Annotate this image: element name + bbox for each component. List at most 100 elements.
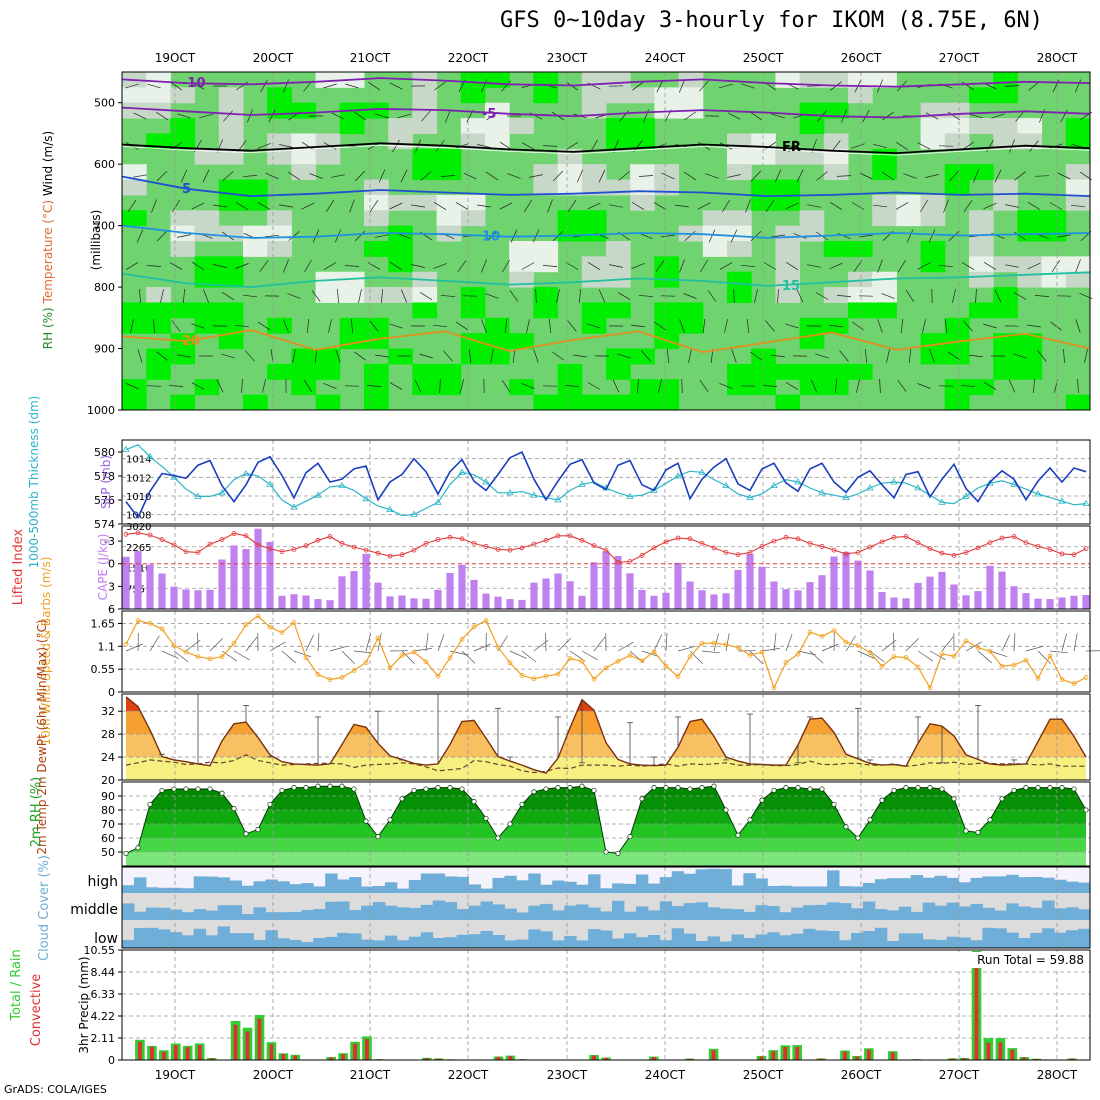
rh-cell <box>146 318 171 334</box>
cloud-bar <box>588 874 600 893</box>
cloud-bar <box>349 910 361 920</box>
rh2m-point <box>436 785 440 789</box>
rh-cell <box>775 226 800 242</box>
cape-bar <box>530 583 537 609</box>
precip-convective-bar <box>855 1057 859 1061</box>
rh-cell <box>461 333 486 349</box>
thickness-point <box>1083 501 1089 506</box>
wind10m-barb <box>726 633 729 651</box>
cloud-bar <box>146 887 158 893</box>
wind10m-barb <box>1050 651 1068 653</box>
cloud-bar <box>863 931 875 948</box>
rh-cell <box>630 180 655 196</box>
rh-cell <box>558 395 583 411</box>
rh-cell <box>146 302 171 318</box>
cape-bar <box>1046 599 1053 609</box>
rh-cell <box>219 256 244 272</box>
top-date-tick: 25OCT <box>743 51 784 65</box>
rh2m-point <box>136 846 140 850</box>
rh-cell <box>606 302 631 318</box>
cloud-bar <box>385 906 397 920</box>
wind10m-barb <box>798 651 816 655</box>
cloud-bar <box>433 874 445 894</box>
rh2m-point <box>532 790 536 794</box>
rh-cell <box>1066 395 1091 411</box>
rh2m-point <box>736 833 740 837</box>
cloud-bar <box>994 876 1006 893</box>
rh2m-point <box>520 802 524 806</box>
rh-cell <box>751 379 776 395</box>
cape-bar <box>878 592 885 609</box>
cloud-bar <box>373 902 385 920</box>
precip-tick: 2.11 <box>91 1032 116 1045</box>
rh2m-point <box>880 798 884 802</box>
rh-cell <box>146 349 171 365</box>
rh-cell <box>243 226 268 242</box>
cloud-bar <box>1018 877 1030 893</box>
rh-cell <box>679 318 704 334</box>
rh-cell <box>606 364 631 380</box>
cloud-bar <box>528 874 540 894</box>
wind10m-barb <box>1074 633 1077 651</box>
cloud-bar <box>1066 930 1078 948</box>
cloud-bar <box>301 883 313 893</box>
rh2m-point <box>1072 787 1076 791</box>
pressure-tick: 1000 <box>87 404 115 417</box>
cape-bar <box>266 542 273 609</box>
rh2m-point <box>676 785 680 789</box>
cape-bar <box>194 590 201 609</box>
rh2m-point <box>652 785 656 789</box>
cloud-bar <box>732 886 744 894</box>
cloud-bar <box>481 931 493 948</box>
rh-cell <box>606 87 631 103</box>
rh-cell <box>727 210 752 226</box>
cloud-bar <box>218 877 230 893</box>
rh-cell <box>800 226 825 242</box>
cape-bar <box>290 594 297 609</box>
cloud-bar <box>791 908 803 921</box>
cloud-bar <box>576 885 588 893</box>
thickness-axis-label: 1000-500mb Thickness (dm) <box>27 396 41 569</box>
cloud-bar <box>206 935 218 948</box>
rh-cell <box>364 103 389 119</box>
rh2m-point <box>568 785 572 789</box>
rh-cell <box>775 72 800 88</box>
cloud-bar <box>504 876 516 893</box>
cloud-bar <box>947 937 959 948</box>
cloud-bar <box>648 935 660 948</box>
rh-cell <box>606 72 631 88</box>
rh-cell <box>1066 180 1091 196</box>
cape-bar <box>350 571 357 609</box>
rh-cell <box>509 256 534 272</box>
cloud-bar <box>899 933 911 948</box>
rh-cell <box>291 379 316 395</box>
precip-tick: 6.33 <box>91 988 116 1001</box>
rh-cell <box>219 133 244 149</box>
cloud-bar <box>767 886 779 893</box>
rh2m-point <box>796 785 800 789</box>
rh2m-point <box>616 851 620 855</box>
cloud-bar <box>277 881 289 893</box>
rh-cell <box>1017 118 1042 134</box>
cloud-bar <box>708 907 720 920</box>
rh-cell <box>969 302 994 318</box>
rh-cell <box>388 287 413 303</box>
cape-bar <box>578 596 585 609</box>
cloud-bar <box>600 931 612 949</box>
wind10m-barb <box>330 646 347 651</box>
rh2m-point <box>124 851 128 855</box>
rh-cell <box>1017 364 1042 380</box>
rh-cell <box>848 87 873 103</box>
rh2m-tick: 60 <box>101 832 115 845</box>
rh2m-point <box>964 829 968 833</box>
rh-cell <box>412 302 437 318</box>
cloud-bar <box>540 904 552 920</box>
rh-cell <box>993 364 1018 380</box>
wind10m-barb <box>414 648 432 651</box>
cloud-bar <box>564 882 576 893</box>
cloud-bar <box>361 887 373 894</box>
rh-cell <box>340 118 365 134</box>
rh2m-point <box>304 785 308 789</box>
rh-cell <box>558 210 583 226</box>
rh2m-point <box>592 788 596 792</box>
